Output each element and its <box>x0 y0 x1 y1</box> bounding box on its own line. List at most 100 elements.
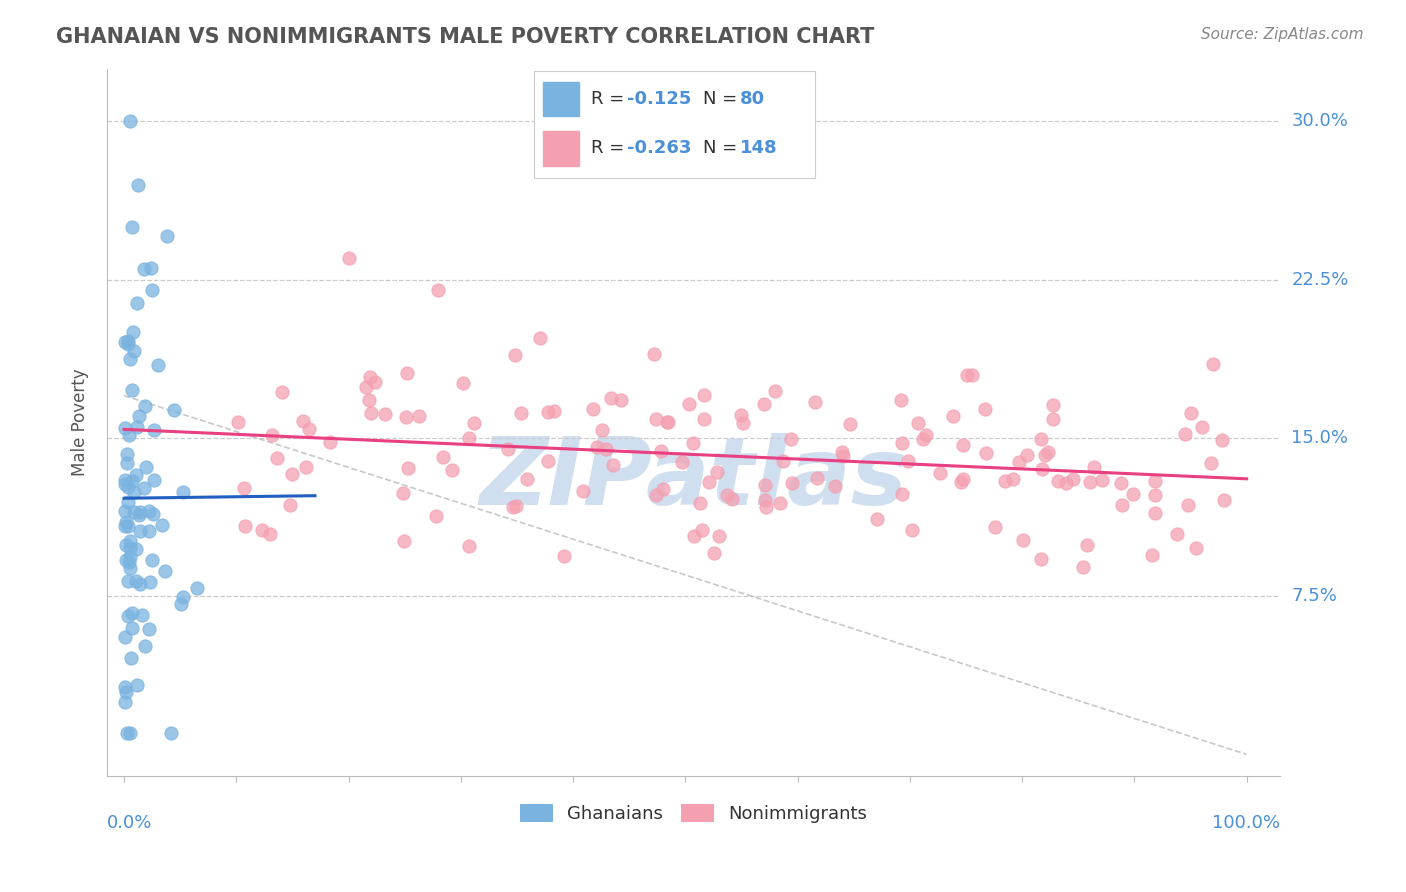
Point <box>1046 475 1069 489</box>
Point <box>121 383 143 397</box>
Point <box>250 524 273 538</box>
Point <box>832 450 855 464</box>
Point <box>117 519 139 533</box>
Point <box>451 376 474 390</box>
Point <box>114 473 136 487</box>
Point <box>1008 454 1031 468</box>
Point <box>120 533 142 548</box>
Point <box>408 409 430 423</box>
Point <box>683 529 706 543</box>
Point <box>156 229 179 244</box>
Point <box>124 343 146 358</box>
Point <box>298 422 321 436</box>
Point <box>1015 448 1038 462</box>
Point <box>138 622 160 636</box>
Point <box>114 630 136 644</box>
Point <box>1122 487 1144 501</box>
Point <box>427 283 450 297</box>
Point <box>458 431 481 445</box>
Point <box>170 597 193 611</box>
Point <box>643 347 665 361</box>
Point <box>1174 427 1197 442</box>
Text: 30.0%: 30.0% <box>1292 112 1348 130</box>
Point <box>118 428 141 442</box>
Point <box>114 695 136 709</box>
Point <box>114 421 136 435</box>
Point <box>1109 476 1132 491</box>
Point <box>127 296 149 310</box>
Point <box>172 590 194 604</box>
Point <box>1177 498 1199 512</box>
Point <box>1201 456 1223 470</box>
Point <box>115 726 138 740</box>
Y-axis label: Male Poverty: Male Poverty <box>72 368 89 475</box>
Point <box>706 465 728 479</box>
Point <box>1140 548 1163 562</box>
Point <box>690 524 713 538</box>
Point <box>1213 492 1236 507</box>
Point <box>769 496 792 510</box>
Point <box>779 432 801 446</box>
Point <box>1029 552 1052 566</box>
Point <box>502 500 524 515</box>
Point <box>839 417 862 431</box>
Point <box>120 561 142 575</box>
Text: R =: R = <box>591 139 630 157</box>
Point <box>118 549 141 564</box>
Point <box>115 515 138 529</box>
Point <box>160 726 183 740</box>
Point <box>824 479 846 493</box>
Point <box>1166 526 1188 541</box>
Point <box>509 406 531 420</box>
Point <box>1111 498 1133 512</box>
Point <box>360 406 382 420</box>
Point <box>117 334 139 348</box>
Point <box>463 417 485 431</box>
Point <box>644 411 666 425</box>
Point <box>292 414 315 428</box>
Point <box>657 415 679 429</box>
Point <box>1011 533 1033 548</box>
Point <box>128 576 150 591</box>
Text: GHANAIAN VS NONIMMIGRANTS MALE POVERTY CORRELATION CHART: GHANAIAN VS NONIMMIGRANTS MALE POVERTY C… <box>56 27 875 46</box>
Point <box>363 375 385 389</box>
Point <box>529 331 551 345</box>
Point <box>121 621 143 635</box>
Point <box>120 726 142 740</box>
Point <box>141 260 163 275</box>
Point <box>141 283 163 297</box>
Point <box>755 500 778 514</box>
Text: 80: 80 <box>740 90 765 108</box>
Point <box>1083 459 1105 474</box>
Point <box>652 483 675 497</box>
Point <box>721 492 744 507</box>
Point <box>780 476 803 491</box>
Point <box>132 481 155 495</box>
Point <box>134 262 156 277</box>
Point <box>354 380 377 394</box>
Point <box>716 488 738 502</box>
Point <box>974 446 997 460</box>
Point <box>125 420 148 434</box>
Point <box>994 474 1017 488</box>
Point <box>752 397 775 411</box>
Point <box>1180 406 1202 420</box>
Point <box>425 508 447 523</box>
Point <box>1144 488 1167 502</box>
Point <box>172 485 194 500</box>
Point <box>150 518 173 533</box>
Point <box>392 534 415 549</box>
Point <box>127 178 149 192</box>
Point <box>117 574 139 588</box>
Point <box>134 399 156 413</box>
Point <box>262 428 284 442</box>
Point <box>553 549 575 564</box>
Point <box>440 463 463 477</box>
Point <box>138 524 160 538</box>
Point <box>186 581 208 595</box>
Point <box>503 348 526 362</box>
Point <box>911 432 934 446</box>
Point <box>114 680 136 694</box>
Point <box>678 397 700 411</box>
Point <box>496 442 519 457</box>
